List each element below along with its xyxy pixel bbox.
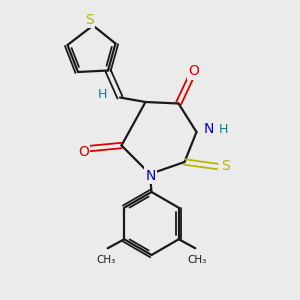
- Text: O: O: [78, 145, 89, 158]
- Text: S: S: [85, 13, 94, 27]
- Text: CH₃: CH₃: [187, 255, 206, 265]
- Text: N: N: [204, 122, 214, 136]
- Text: S: S: [220, 160, 230, 173]
- Text: H: H: [97, 88, 107, 101]
- Text: N: N: [146, 169, 156, 182]
- Text: CH₃: CH₃: [97, 255, 116, 265]
- Text: H: H: [219, 122, 228, 136]
- Text: O: O: [188, 64, 199, 78]
